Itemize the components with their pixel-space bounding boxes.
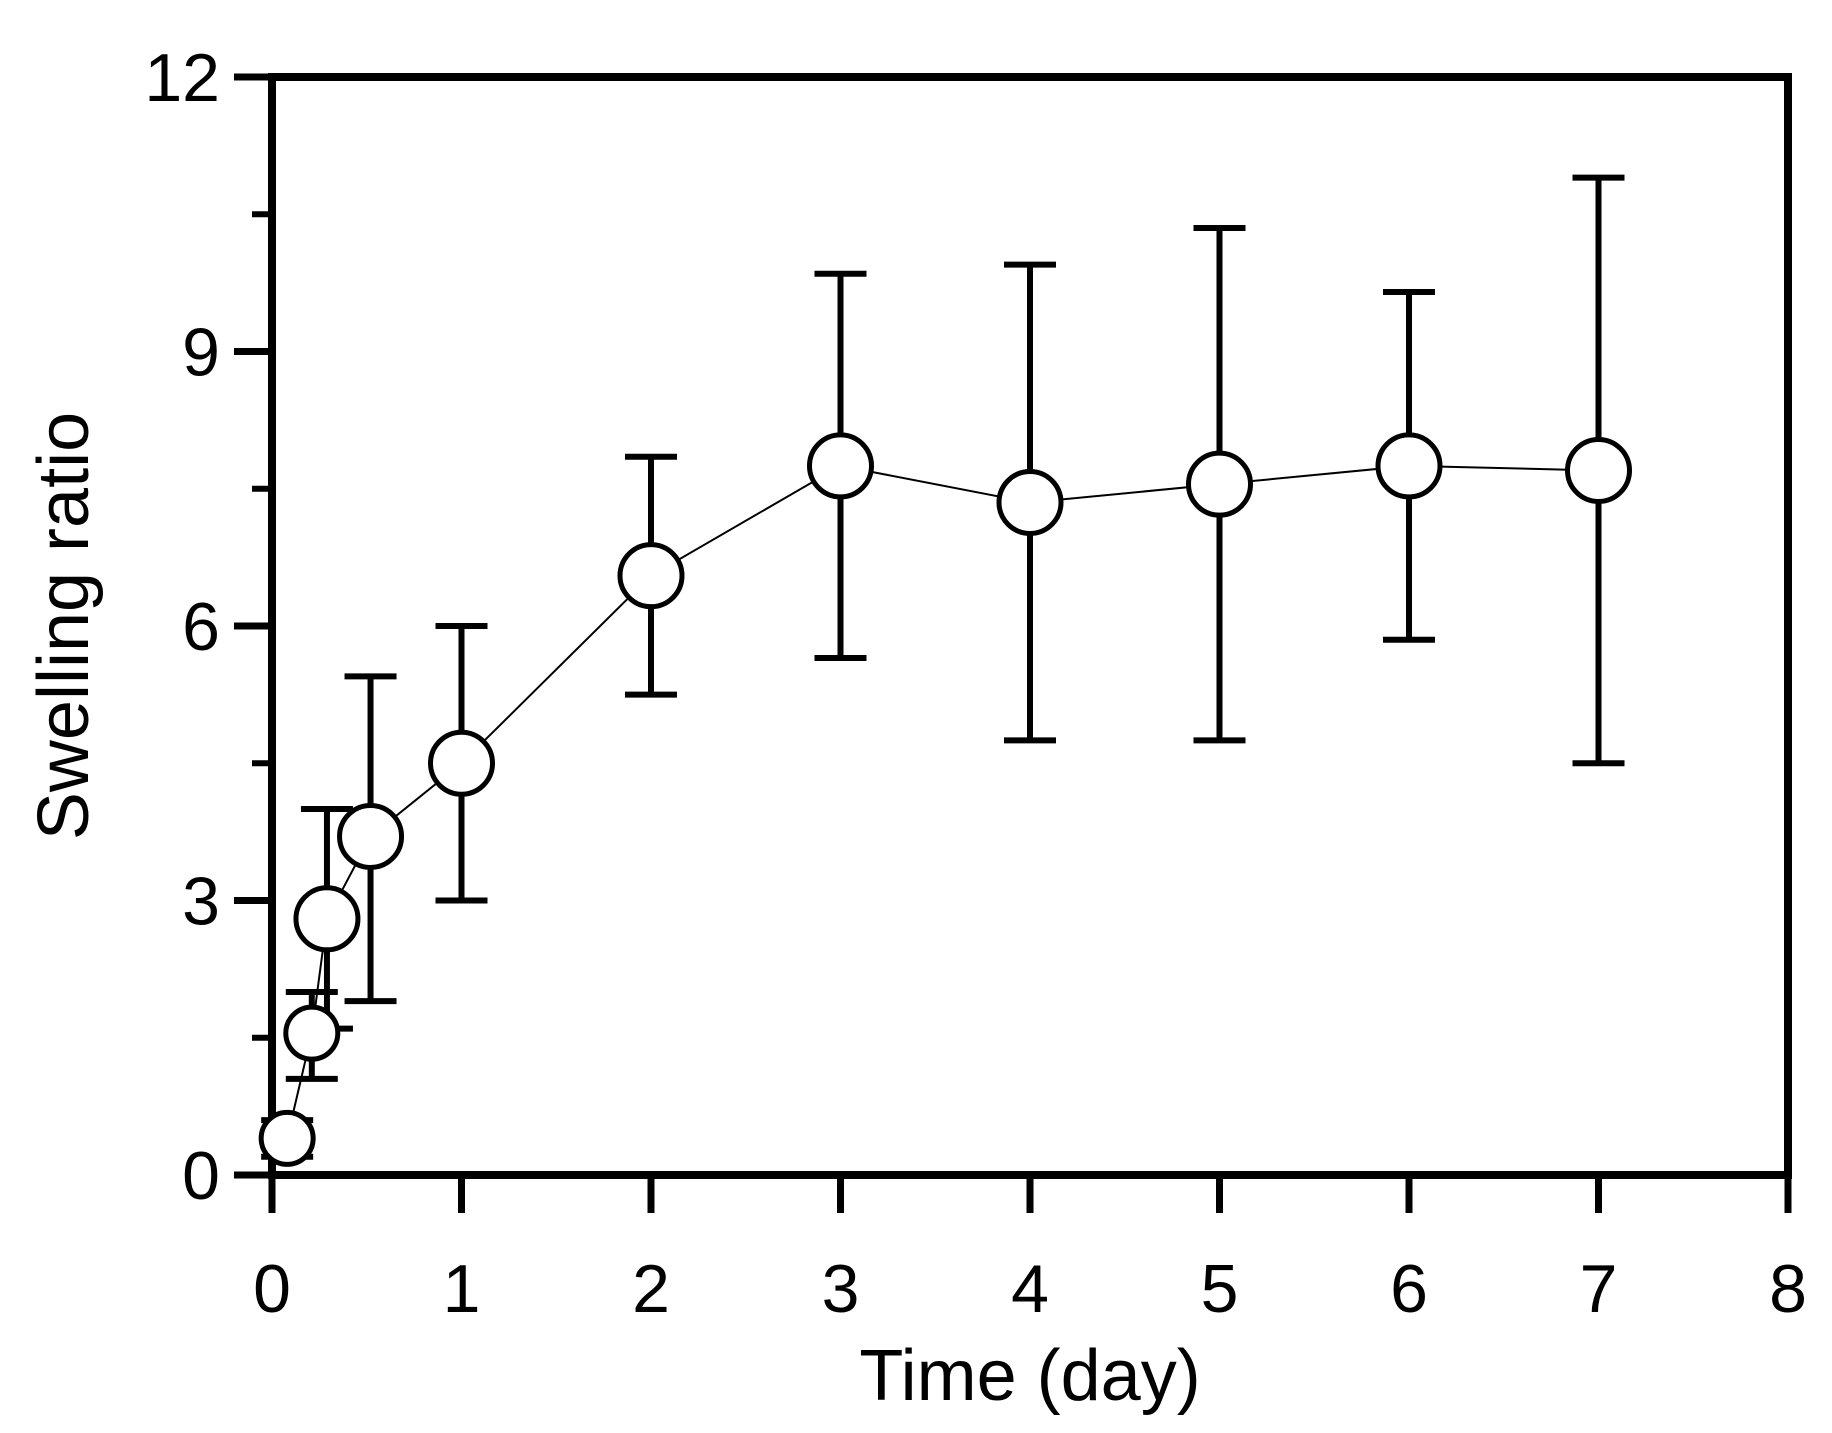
- data-point: [258, 1109, 316, 1167]
- x-tick-label: 7: [1580, 1251, 1618, 1327]
- data-point: [1565, 436, 1632, 504]
- y-tick-label: 9: [182, 315, 220, 391]
- data-point: [807, 432, 874, 500]
- x-tick-label: 2: [632, 1251, 670, 1327]
- x-tick-label: 1: [443, 1251, 481, 1327]
- series-layer: [258, 174, 1632, 1167]
- data-point: [337, 802, 405, 870]
- series-line: [286, 464, 1599, 1139]
- data-point: [1186, 450, 1253, 518]
- x-tick-label: 0: [253, 1251, 291, 1327]
- data-point: [283, 1004, 341, 1062]
- y-tick-label: 12: [144, 40, 220, 116]
- y-tick-label: 6: [182, 589, 220, 665]
- data-point: [293, 885, 361, 953]
- y-axis-label: Swelling ratio: [24, 412, 104, 840]
- data-point: [617, 542, 685, 610]
- x-tick-label: 5: [1201, 1251, 1239, 1327]
- x-tick-label: 8: [1769, 1251, 1807, 1327]
- data-point: [428, 729, 495, 797]
- x-axis-label: Time (day): [859, 1336, 1200, 1416]
- data-point: [996, 468, 1064, 536]
- data-point: [1375, 432, 1443, 500]
- x-tick-label: 3: [822, 1251, 860, 1327]
- x-tick-label: 4: [1011, 1251, 1049, 1327]
- y-tick-label: 0: [182, 1138, 220, 1214]
- x-tick-label: 6: [1390, 1251, 1428, 1327]
- y-tick-label: 3: [182, 864, 220, 940]
